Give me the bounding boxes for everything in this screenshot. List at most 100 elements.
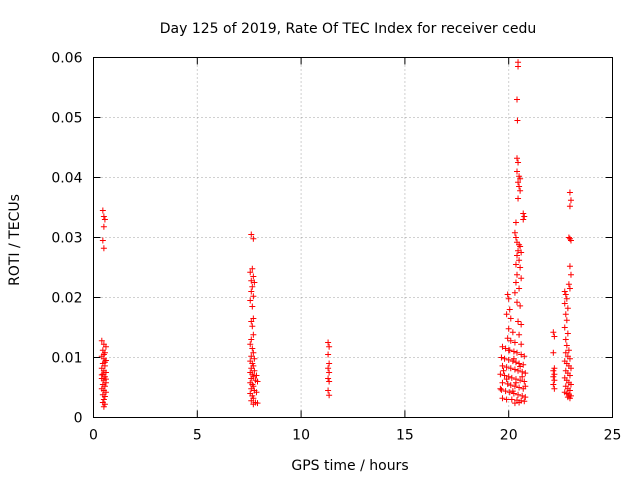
data-point <box>514 168 521 175</box>
data-point <box>563 295 570 302</box>
data-point <box>505 325 512 332</box>
data-point <box>516 384 523 391</box>
data-point <box>518 341 525 348</box>
data-point <box>506 389 513 396</box>
data-point <box>507 315 514 322</box>
data-point <box>100 403 107 410</box>
data-point <box>248 336 255 343</box>
data-point <box>326 360 333 367</box>
data-point <box>101 393 108 400</box>
data-point <box>567 237 574 244</box>
data-point <box>498 354 505 361</box>
data-point <box>251 279 258 286</box>
x-tick-label: 25 <box>604 428 622 444</box>
data-point <box>499 379 506 386</box>
data-point <box>517 243 524 250</box>
data-point <box>512 261 519 268</box>
data-point <box>101 359 108 366</box>
data-point <box>502 388 509 395</box>
data-point <box>499 395 506 402</box>
data-point <box>99 207 106 214</box>
data-point <box>512 219 519 226</box>
data-point <box>506 306 513 313</box>
data-point <box>550 349 557 356</box>
data-point <box>566 285 573 292</box>
data-point <box>516 331 523 338</box>
data-point <box>518 275 525 282</box>
data-point <box>325 351 332 358</box>
data-point <box>247 341 254 348</box>
data-point <box>563 317 570 324</box>
data-point <box>522 383 529 390</box>
data-point <box>500 367 507 374</box>
data-point <box>325 387 332 394</box>
y-tick-label: 0 <box>74 411 83 427</box>
data-point <box>248 397 255 404</box>
data-point <box>514 349 521 356</box>
data-point <box>564 305 571 312</box>
y-tick-label: 0.02 <box>51 291 82 307</box>
data-point <box>521 353 528 360</box>
data-point <box>521 213 528 220</box>
data-point <box>505 347 512 354</box>
data-point <box>101 216 108 223</box>
data-point <box>102 369 109 376</box>
y-tick-labels: 0 0.01 0.02 0.03 0.04 0.05 0.06 <box>51 51 82 427</box>
data-point <box>248 288 255 295</box>
data-point <box>516 257 523 264</box>
data-point <box>516 285 523 292</box>
data-point <box>251 355 258 362</box>
data-point <box>566 189 573 196</box>
data-point <box>249 283 256 290</box>
data-point <box>514 271 521 278</box>
data-point <box>563 342 570 349</box>
data-point <box>98 371 105 378</box>
data-point <box>248 385 255 392</box>
data-point <box>516 399 523 406</box>
data-point <box>507 337 514 344</box>
data-point <box>497 385 504 392</box>
data-point <box>248 365 255 372</box>
data-point <box>520 216 527 223</box>
data-point <box>551 385 558 392</box>
data-point <box>253 389 260 396</box>
data-point <box>562 336 569 343</box>
data-point <box>517 187 524 194</box>
data-point <box>507 365 514 372</box>
data-point <box>550 329 557 336</box>
data-point <box>566 203 573 210</box>
data-point <box>512 379 519 386</box>
data-point <box>517 264 524 271</box>
x-tick-label: 10 <box>292 428 310 444</box>
data-point <box>98 337 105 344</box>
data-point <box>565 347 572 354</box>
data-point <box>248 318 255 325</box>
data-point <box>503 396 510 403</box>
data-point <box>521 378 528 385</box>
data-point <box>511 366 518 373</box>
data-point <box>517 302 524 309</box>
data-point <box>518 249 525 256</box>
data-point <box>102 376 109 383</box>
data-point <box>498 386 505 393</box>
data-point <box>100 396 107 403</box>
data-point <box>250 331 257 338</box>
data-point <box>515 195 522 202</box>
data-point <box>515 391 522 398</box>
data-point <box>248 231 255 238</box>
data-point <box>249 345 256 352</box>
data-point <box>101 383 108 390</box>
data-point <box>505 295 512 302</box>
data-point <box>249 303 256 310</box>
data-points <box>98 59 574 410</box>
data-point <box>565 281 572 288</box>
data-point <box>250 235 257 242</box>
y-tick-label: 0.03 <box>51 231 82 247</box>
data-point <box>518 351 525 358</box>
data-point <box>250 401 257 408</box>
data-point <box>517 377 524 384</box>
data-point <box>505 356 512 363</box>
data-point <box>521 398 528 405</box>
